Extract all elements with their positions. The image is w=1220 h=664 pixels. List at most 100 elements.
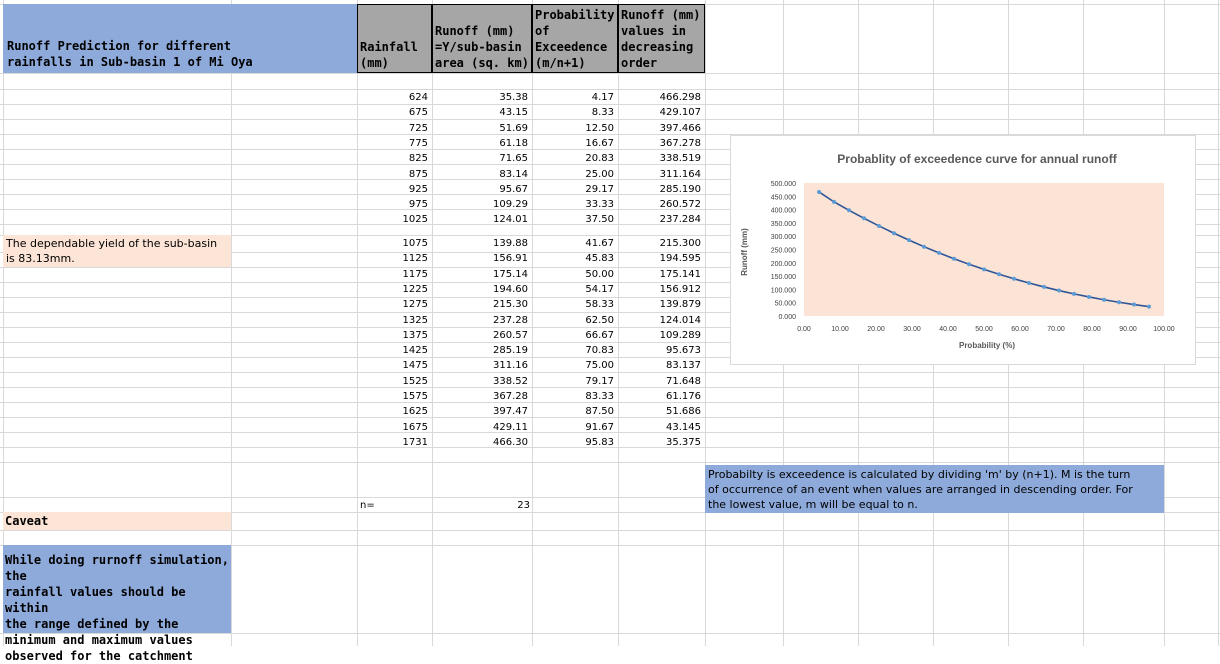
table-cell[interactable]: 311.16: [493, 360, 528, 372]
header-runoff[interactable]: Runoff (mm) =Y/sub-basin area (sq. km): [432, 4, 532, 73]
table-cell[interactable]: 95.67: [499, 183, 528, 195]
table-cell[interactable]: 1125: [402, 253, 428, 265]
table-cell[interactable]: 194.60: [493, 283, 528, 295]
title-cell[interactable]: Runoff Prediction for different rainfall…: [3, 4, 357, 73]
table-cell[interactable]: 109.29: [493, 199, 528, 211]
table-cell[interactable]: 338.52: [493, 375, 528, 387]
table-cell[interactable]: 61.18: [499, 137, 528, 149]
table-cell[interactable]: 1575: [402, 391, 428, 402]
table-cell[interactable]: 71.65: [499, 153, 528, 165]
table-cell[interactable]: 285.19: [493, 345, 528, 357]
table-cell[interactable]: 66.67: [585, 329, 614, 341]
table-cell[interactable]: 95.673: [666, 345, 701, 357]
table-cell[interactable]: 1731: [402, 436, 428, 448]
dependable-yield-cell[interactable]: The dependable yield of the sub-basin is…: [3, 235, 231, 267]
exceedence-chart[interactable]: Probablity of exceedence curve for annua…: [730, 135, 1196, 365]
table-cell[interactable]: 975: [408, 199, 428, 211]
table-cell[interactable]: 70.83: [585, 345, 614, 357]
table-cell[interactable]: 4.17: [591, 92, 614, 103]
caveat-cell[interactable]: Caveat: [3, 512, 231, 530]
table-cell[interactable]: 20.83: [585, 153, 614, 165]
table-cell[interactable]: 43.15: [499, 107, 528, 119]
table-cell[interactable]: 71.648: [666, 375, 701, 387]
table-cell[interactable]: 25.00: [585, 168, 614, 180]
table-cell[interactable]: 624: [408, 92, 428, 103]
table-cell[interactable]: 1225: [402, 283, 428, 295]
table-cell[interactable]: 29.17: [585, 183, 614, 195]
table-cell[interactable]: 51.686: [666, 406, 701, 418]
table-cell[interactable]: 61.176: [666, 391, 701, 402]
table-cell[interactable]: 825: [408, 153, 428, 165]
table-cell[interactable]: 311.164: [659, 168, 701, 180]
table-cell[interactable]: 35.38: [499, 92, 528, 103]
header-runoff-descending[interactable]: Runoff (mm) values in decreasing order: [618, 4, 705, 73]
table-cell[interactable]: 429.11: [493, 421, 528, 433]
table-cell[interactable]: 124.014: [659, 314, 701, 326]
table-cell[interactable]: 1075: [402, 238, 428, 249]
table-cell[interactable]: 139.88: [493, 238, 528, 249]
table-cell[interactable]: 83.14: [499, 168, 528, 180]
table-cell[interactable]: 237.284: [659, 214, 701, 226]
table-cell[interactable]: 367.28: [493, 391, 528, 402]
table-cell[interactable]: 50.00: [585, 268, 614, 280]
table-cell[interactable]: 1425: [402, 345, 428, 357]
table-cell[interactable]: 87.50: [585, 406, 614, 418]
table-cell[interactable]: 41.67: [585, 238, 614, 249]
table-cell[interactable]: 237.28: [493, 314, 528, 326]
table-cell[interactable]: 51.69: [499, 122, 528, 134]
header-rainfall[interactable]: Rainfall (mm): [357, 4, 432, 73]
table-cell[interactable]: 260.572: [659, 199, 701, 211]
table-cell[interactable]: 83.33: [585, 391, 614, 402]
table-cell[interactable]: 95.83: [585, 436, 614, 448]
table-cell[interactable]: 37.50: [585, 214, 614, 226]
table-cell[interactable]: 75.00: [585, 360, 614, 372]
table-cell[interactable]: 397.466: [659, 122, 701, 134]
table-cell[interactable]: 1375: [402, 329, 428, 341]
table-cell[interactable]: 260.57: [493, 329, 528, 341]
table-cell[interactable]: 1475: [402, 360, 428, 372]
table-cell[interactable]: 675: [408, 107, 428, 119]
table-cell[interactable]: 1325: [402, 314, 428, 326]
table-cell[interactable]: 16.67: [585, 137, 614, 149]
table-cell[interactable]: 285.190: [659, 183, 701, 195]
table-cell[interactable]: 175.14: [493, 268, 528, 280]
table-cell[interactable]: 1175: [402, 268, 428, 280]
table-cell[interactable]: 775: [408, 137, 428, 149]
caveat-text-cell[interactable]: While doing rurnoff simulation, the rain…: [3, 545, 231, 663]
n-label[interactable]: n=: [360, 500, 375, 511]
table-cell[interactable]: 1025: [402, 214, 428, 226]
table-cell[interactable]: 156.91: [493, 253, 528, 265]
table-cell[interactable]: 338.519: [659, 153, 701, 165]
table-cell[interactable]: 54.17: [585, 283, 614, 295]
table-cell[interactable]: 215.30: [493, 299, 528, 311]
table-cell[interactable]: 429.107: [659, 107, 701, 119]
table-cell[interactable]: 43.145: [666, 421, 701, 433]
table-cell[interactable]: 1275: [402, 299, 428, 311]
table-cell[interactable]: 58.33: [585, 299, 614, 311]
table-cell[interactable]: 33.33: [585, 199, 614, 211]
n-value[interactable]: 23: [517, 500, 530, 511]
table-cell[interactable]: 215.300: [659, 238, 701, 249]
table-cell[interactable]: 397.47: [493, 406, 528, 418]
table-cell[interactable]: 925: [408, 183, 428, 195]
table-cell[interactable]: 91.67: [585, 421, 614, 433]
table-cell[interactable]: 466.30: [493, 436, 528, 448]
table-cell[interactable]: 367.278: [659, 137, 701, 149]
table-cell[interactable]: 194.595: [659, 253, 701, 265]
table-cell[interactable]: 12.50: [585, 122, 614, 134]
table-cell[interactable]: 45.83: [585, 253, 614, 265]
table-cell[interactable]: 35.375: [666, 436, 701, 448]
table-cell[interactable]: 1675: [402, 421, 428, 433]
table-cell[interactable]: 62.50: [585, 314, 614, 326]
table-cell[interactable]: 83.137: [666, 360, 701, 372]
table-cell[interactable]: 156.912: [659, 283, 701, 295]
table-cell[interactable]: 109.289: [659, 329, 701, 341]
table-cell[interactable]: 139.879: [659, 299, 701, 311]
table-cell[interactable]: 875: [408, 168, 428, 180]
table-cell[interactable]: 124.01: [493, 214, 528, 226]
table-cell[interactable]: 466.298: [659, 92, 701, 103]
table-cell[interactable]: 8.33: [591, 107, 614, 119]
header-probability[interactable]: Probability of Exceedence (m/n+1): [532, 4, 618, 73]
table-cell[interactable]: 79.17: [585, 375, 614, 387]
